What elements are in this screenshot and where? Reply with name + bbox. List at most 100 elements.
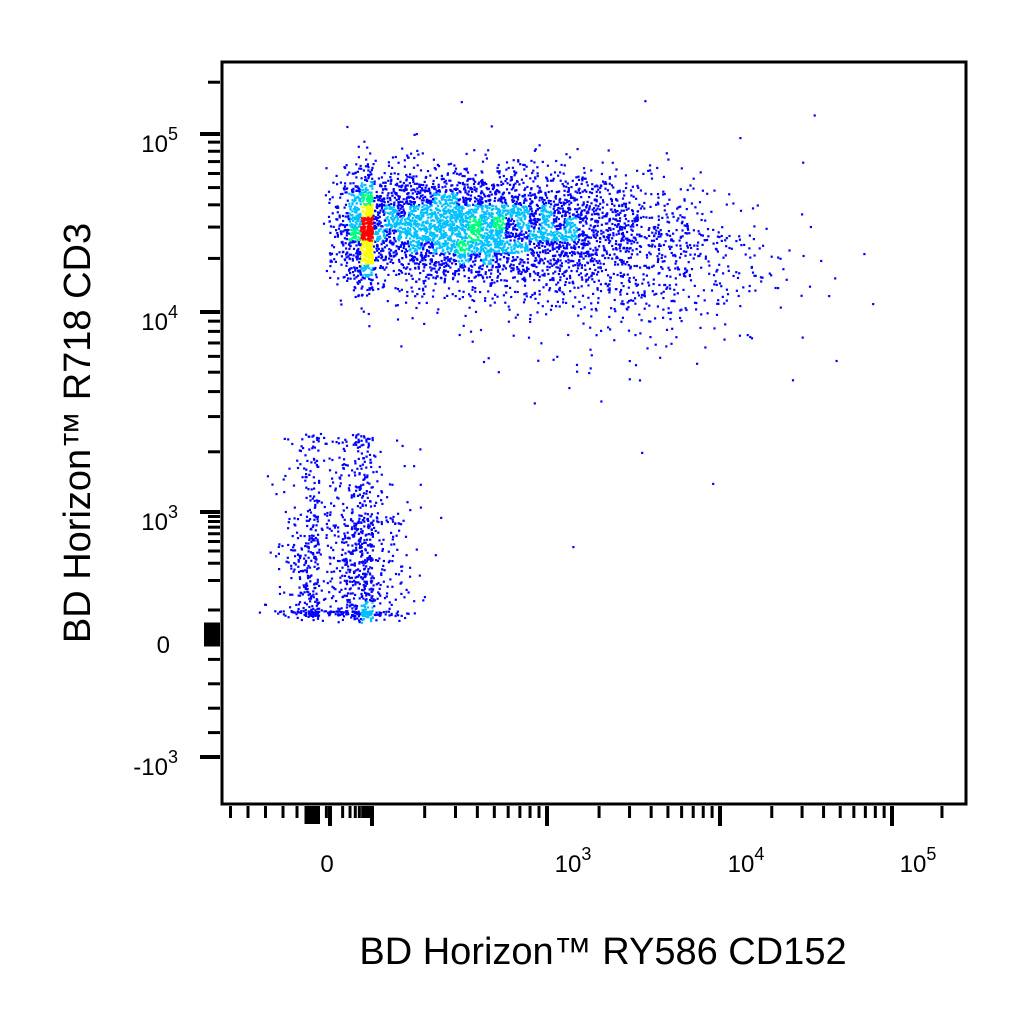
event-point (664, 240, 667, 243)
event-point (426, 206, 429, 209)
event-point (357, 156, 360, 159)
event-point (420, 183, 423, 186)
event-point (364, 584, 367, 587)
event-point (367, 258, 370, 262)
event-point (368, 287, 371, 290)
event-point (419, 247, 422, 250)
event-point (412, 178, 415, 181)
event-point (389, 199, 392, 202)
event-point (653, 245, 657, 248)
event-point (497, 220, 500, 223)
event-point (386, 262, 389, 265)
event-point (486, 249, 489, 253)
event-point (424, 232, 427, 235)
event-point (426, 219, 429, 222)
event-point (530, 210, 534, 213)
event-point (419, 229, 422, 232)
event-point (540, 231, 543, 234)
event-point (481, 210, 484, 213)
event-point (422, 280, 425, 283)
event-point (459, 263, 462, 266)
event-point (583, 209, 586, 212)
event-point (348, 269, 351, 272)
event-point (453, 216, 456, 219)
event-point (357, 186, 360, 189)
event-point (448, 211, 451, 214)
event-point (369, 254, 372, 257)
event-point (516, 223, 519, 226)
event-point (371, 609, 374, 612)
event-point (460, 241, 463, 244)
event-point (339, 181, 342, 184)
event-point (452, 240, 455, 243)
event-point (419, 260, 422, 264)
event-point (464, 239, 467, 242)
event-point (609, 233, 612, 236)
event-point (409, 247, 412, 250)
event-point (494, 240, 497, 243)
event-point (372, 163, 375, 166)
event-point (403, 190, 406, 193)
event-point (700, 234, 703, 237)
event-point (506, 261, 509, 264)
event-point (569, 260, 572, 263)
event-point (479, 203, 482, 206)
event-point (363, 516, 366, 519)
event-point (538, 243, 541, 246)
event-point (361, 242, 364, 245)
event-point (587, 236, 591, 239)
event-point (501, 204, 504, 207)
event-point (428, 212, 431, 216)
event-point (427, 241, 430, 244)
event-point (397, 246, 400, 249)
event-point (404, 535, 408, 538)
event-point (371, 227, 374, 230)
event-point (573, 231, 576, 234)
event-point (479, 226, 482, 229)
event-point (455, 269, 458, 273)
event-point (401, 444, 404, 448)
event-point (443, 265, 446, 269)
event-point (470, 236, 473, 240)
event-point (505, 279, 508, 282)
event-point (642, 278, 645, 281)
event-point (354, 229, 357, 232)
event-point (551, 254, 555, 257)
event-point (429, 266, 432, 269)
event-point (367, 312, 370, 316)
event-point (406, 202, 409, 205)
event-point (451, 293, 454, 296)
event-point (383, 246, 387, 249)
event-point (410, 254, 413, 257)
event-point (498, 197, 501, 200)
event-point (505, 241, 509, 244)
event-point (464, 236, 467, 239)
event-point (464, 314, 467, 317)
event-point (458, 289, 461, 292)
event-point (639, 207, 642, 210)
event-point (472, 177, 475, 180)
event-point (607, 238, 610, 241)
event-point (507, 218, 510, 221)
event-point (362, 188, 365, 192)
event-point (383, 279, 387, 282)
event-point (363, 205, 366, 208)
event-point (397, 222, 400, 225)
event-point (454, 167, 458, 170)
event-point (512, 200, 515, 203)
event-point (375, 619, 378, 622)
event-point (310, 608, 313, 611)
event-point (521, 239, 524, 242)
event-point (482, 226, 485, 229)
event-point (356, 170, 359, 173)
event-point (444, 239, 447, 242)
event-point (408, 182, 411, 185)
event-point (449, 237, 452, 240)
event-point (473, 220, 476, 223)
event-point (398, 233, 401, 236)
event-point (360, 197, 364, 200)
event-point (363, 227, 366, 230)
event-point (443, 211, 446, 214)
event-point (442, 222, 445, 225)
event-point (370, 228, 373, 231)
